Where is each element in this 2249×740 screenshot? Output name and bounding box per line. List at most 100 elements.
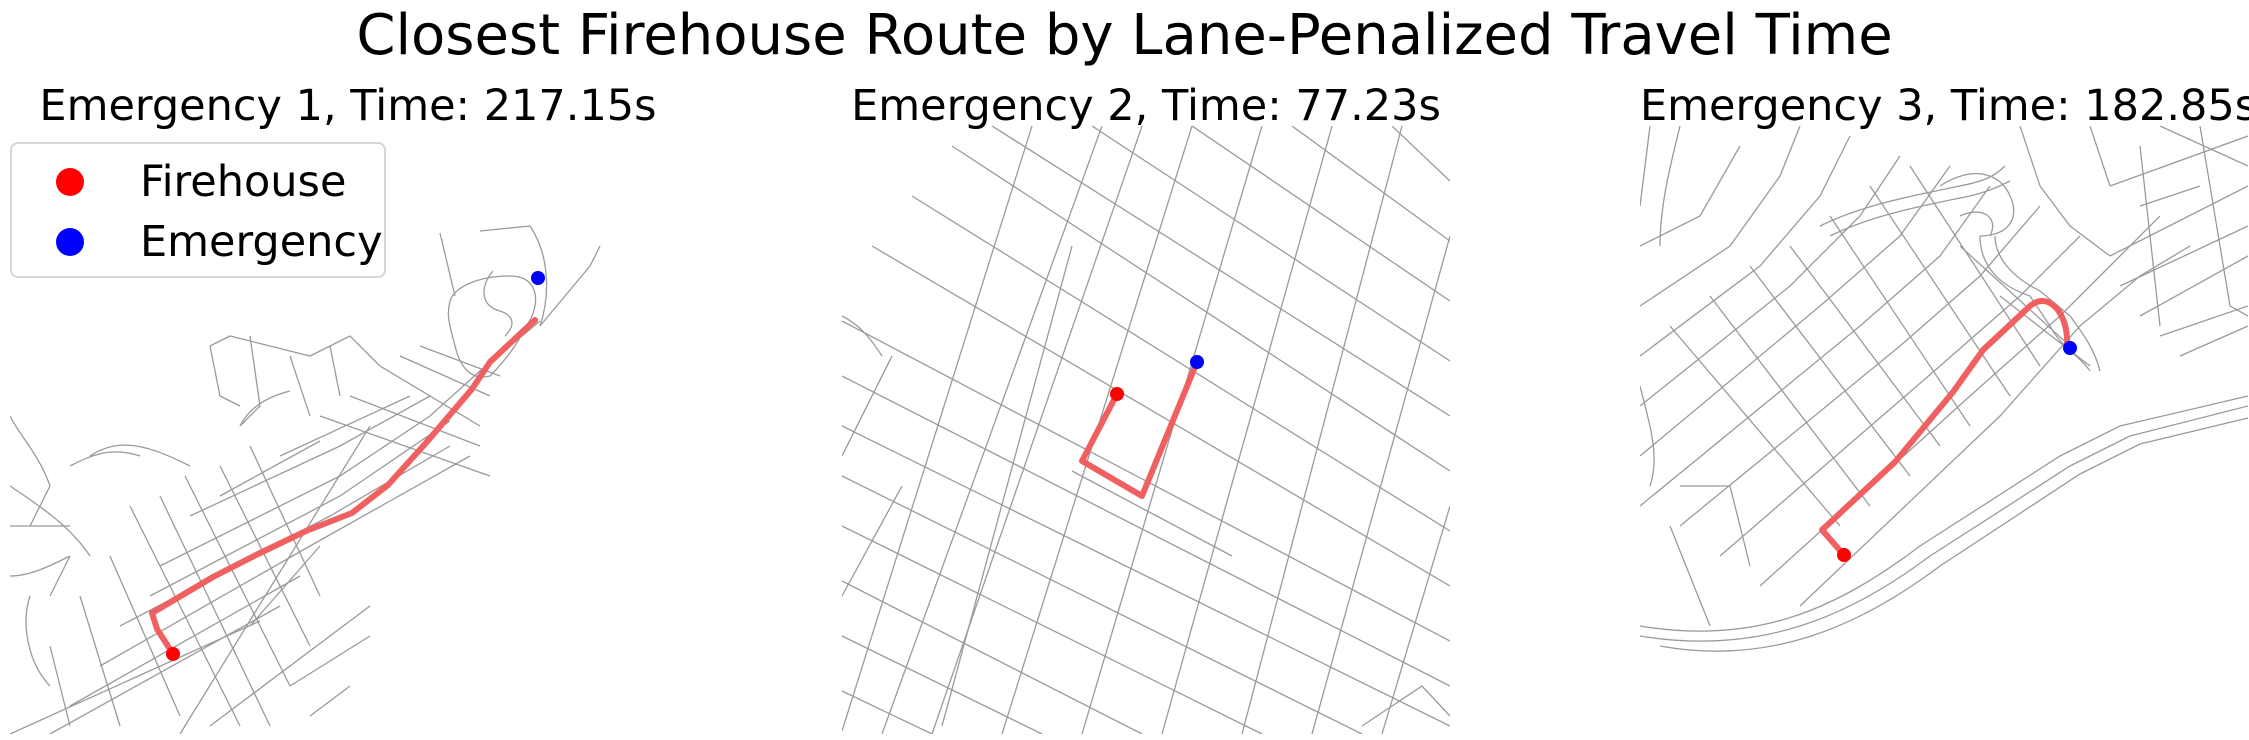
street-segment — [10, 415, 51, 487]
street-segment — [1161, 126, 1333, 734]
street-segment — [69, 575, 301, 707]
street-segment — [991, 126, 1450, 417]
street-segment — [2109, 185, 2248, 257]
street-segment — [447, 275, 537, 378]
street-segment — [79, 595, 121, 727]
street-segment — [10, 555, 71, 577]
street-segment — [1994, 235, 2101, 372]
street-segment — [911, 195, 1450, 532]
street-segment — [842, 485, 903, 597]
street-segment — [10, 485, 91, 557]
street-segment — [842, 355, 893, 457]
street-segment — [179, 425, 371, 734]
street-segment — [189, 395, 431, 517]
street-segment — [329, 345, 341, 397]
street-segment — [89, 444, 191, 467]
street-segment — [1659, 417, 2248, 652]
street-segment — [289, 355, 311, 417]
street-segment — [25, 595, 51, 687]
panel-1-title: Emergency 1, Time: 217.15s — [39, 81, 657, 131]
street-segment — [1829, 180, 2011, 237]
street-segment — [1869, 185, 2011, 397]
street-segment — [1091, 126, 1450, 362]
street-segment — [209, 605, 371, 727]
street-segment — [29, 485, 51, 527]
street-segment — [239, 390, 291, 427]
street-segment — [2019, 126, 2111, 257]
street-segment — [1709, 295, 1871, 507]
street-segment — [2089, 126, 2111, 187]
street-segment — [149, 420, 451, 597]
street-segment — [1640, 145, 1741, 247]
street-segment — [2139, 145, 2161, 327]
street-segment — [2199, 126, 2248, 317]
street-segment — [1640, 126, 1801, 307]
street-segment — [2119, 225, 2248, 287]
route-path — [149, 317, 538, 657]
street-segment — [1291, 126, 1450, 242]
street-segment — [1640, 385, 1655, 487]
street-segment — [209, 335, 381, 367]
street-segment — [1979, 235, 2091, 372]
legend-label-firehouse: Firehouse — [140, 157, 347, 207]
street-segment — [842, 475, 1363, 734]
street-segment — [1640, 165, 1951, 457]
street-segment — [1679, 205, 2041, 527]
firehouse-marker[interactable] — [1110, 387, 1124, 401]
street-segment — [842, 315, 883, 357]
street-segment — [941, 245, 1073, 727]
street-segment — [842, 425, 1450, 727]
street-network-3 — [1640, 126, 2248, 652]
street-segment — [2109, 135, 2248, 187]
legend-item-firehouse: Firehouse — [12, 152, 346, 212]
emergency-marker[interactable] — [531, 271, 545, 285]
firehouse-marker[interactable] — [1837, 548, 1851, 562]
street-segment — [2159, 126, 2248, 167]
street-segment — [1669, 525, 1711, 627]
route-path — [1819, 298, 2071, 558]
street-segment — [483, 270, 513, 337]
street-segment — [1819, 165, 2006, 227]
street-segment — [529, 225, 548, 327]
street-segment — [289, 635, 371, 687]
emergency-legend-dot-icon — [56, 228, 84, 256]
emergency-marker[interactable] — [2063, 341, 2077, 355]
street-segment — [49, 645, 71, 727]
street-segment — [539, 265, 591, 327]
emergency-marker[interactable] — [1190, 355, 1204, 369]
street-segment — [99, 455, 471, 667]
street-segment — [309, 685, 351, 717]
street-segment — [219, 465, 311, 647]
street-segment — [842, 375, 1450, 687]
street-segment — [379, 365, 481, 427]
street-segment — [1640, 185, 1991, 507]
street-segment — [842, 580, 1143, 734]
street-segment — [589, 245, 601, 267]
route-path — [1079, 359, 1200, 499]
street-segment — [184, 475, 291, 687]
street-segment — [842, 126, 1033, 732]
street-segment — [1719, 235, 2081, 557]
street-network-2 — [842, 126, 1450, 734]
legend: Firehouse Emergency — [10, 142, 386, 278]
street-segment — [1799, 245, 2191, 607]
street-network-1 — [10, 225, 601, 734]
street-segment — [319, 415, 491, 477]
street-segment — [1071, 470, 1233, 557]
map-panel-1 — [10, 126, 618, 734]
firehouse-legend-dot-icon — [56, 168, 84, 196]
street-segment — [1311, 235, 1450, 734]
street-segment — [1640, 155, 1901, 407]
street-segment — [1640, 405, 2248, 642]
street-segment — [1640, 395, 2248, 632]
firehouse-marker[interactable] — [166, 647, 180, 661]
street-segment — [842, 525, 1263, 734]
map-panel-2 — [842, 126, 1450, 734]
street-segment — [951, 145, 1450, 472]
street-segment — [2159, 305, 2248, 337]
street-segment — [439, 232, 456, 297]
street-segment — [1789, 245, 1941, 447]
street-segment — [1381, 505, 1450, 734]
street-segment — [1640, 126, 1651, 207]
street-segment — [159, 495, 271, 727]
